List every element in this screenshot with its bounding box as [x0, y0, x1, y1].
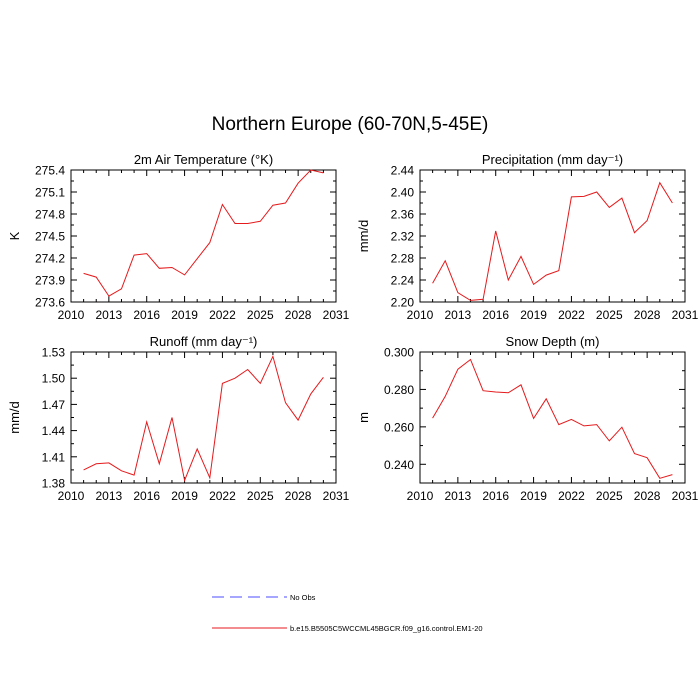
y-axis-label: mm/d [7, 401, 22, 434]
x-tick-label: 2016 [482, 308, 509, 322]
y-tick-label: 1.47 [42, 398, 66, 412]
panel-title: 2m Air Temperature (°K) [134, 152, 273, 167]
x-tick-label: 2013 [445, 489, 472, 503]
x-tick-label: 2025 [596, 489, 623, 503]
y-tick-label: 2.28 [391, 252, 415, 266]
y-tick-label: 1.38 [42, 477, 66, 491]
x-tick-label: 2016 [133, 489, 160, 503]
y-tick-label: 2.32 [391, 230, 415, 244]
x-tick-label: 2019 [520, 308, 547, 322]
y-tick-label: 1.53 [42, 346, 66, 360]
x-tick-label: 2016 [482, 489, 509, 503]
y-tick-label: 0.260 [384, 420, 414, 434]
y-tick-label: 273.6 [35, 296, 65, 310]
y-tick-label: 275.4 [35, 164, 65, 178]
x-tick-label: 2019 [520, 489, 547, 503]
x-tick-label: 2013 [445, 308, 472, 322]
y-tick-label: 0.240 [384, 458, 414, 472]
y-axis-label: m [356, 412, 371, 423]
y-axis-label: mm/d [356, 220, 371, 253]
x-tick-label: 2010 [58, 489, 85, 503]
y-tick-label: 2.40 [391, 186, 415, 200]
x-tick-label: 2031 [672, 489, 699, 503]
y-tick-label: 1.50 [42, 372, 66, 386]
series-line [83, 169, 324, 297]
x-tick-label: 2025 [596, 308, 623, 322]
x-tick-label: 2028 [634, 308, 661, 322]
x-tick-label: 2028 [285, 308, 312, 322]
x-tick-label: 2013 [96, 308, 123, 322]
y-tick-label: 2.24 [391, 274, 415, 288]
y-tick-label: 275.1 [35, 186, 65, 200]
y-tick-label: 2.44 [391, 164, 415, 178]
y-tick-label: 273.9 [35, 274, 65, 288]
y-tick-label: 0.300 [384, 346, 414, 360]
x-tick-label: 2025 [247, 489, 274, 503]
x-tick-label: 2019 [171, 489, 198, 503]
y-axis-label: K [7, 231, 22, 240]
x-tick-label: 2031 [672, 308, 699, 322]
y-tick-label: 1.41 [42, 450, 66, 464]
y-tick-label: 0.280 [384, 383, 414, 397]
y-tick-label: 2.20 [391, 296, 415, 310]
y-tick-label: 274.8 [35, 208, 65, 222]
panel-title: Snow Depth (m) [506, 334, 600, 349]
x-tick-label: 2028 [634, 489, 661, 503]
x-tick-label: 2022 [209, 308, 236, 322]
x-tick-label: 2010 [58, 308, 85, 322]
panel-title: Runoff (mm day⁻¹) [150, 334, 258, 349]
x-tick-label: 2028 [285, 489, 312, 503]
x-tick-label: 2016 [133, 308, 160, 322]
x-tick-label: 2022 [209, 489, 236, 503]
x-tick-label: 2031 [323, 489, 350, 503]
series-line [432, 358, 673, 479]
x-tick-label: 2010 [407, 308, 434, 322]
panel-title: Precipitation (mm day⁻¹) [482, 152, 623, 167]
x-tick-label: 2010 [407, 489, 434, 503]
plot-frame [419, 351, 686, 484]
y-tick-label: 274.5 [35, 230, 65, 244]
x-tick-label: 2022 [558, 308, 585, 322]
y-tick-label: 2.36 [391, 208, 415, 222]
figure-title: Northern Europe (60-70N,5-45E) [211, 114, 489, 135]
x-tick-label: 2019 [171, 308, 198, 322]
x-tick-label: 2025 [247, 308, 274, 322]
x-tick-label: 2022 [558, 489, 585, 503]
x-tick-label: 2013 [96, 489, 123, 503]
series-line [432, 181, 673, 301]
series-line [83, 354, 324, 483]
y-tick-label: 274.2 [35, 252, 65, 266]
y-tick-label: 1.44 [42, 424, 66, 438]
x-tick-label: 2031 [323, 308, 350, 322]
